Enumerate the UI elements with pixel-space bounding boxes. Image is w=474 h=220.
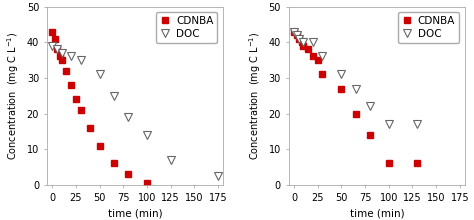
DOC xyxy=(310,41,316,44)
CDNBA xyxy=(291,30,297,33)
CDNBA xyxy=(52,37,58,40)
DOC xyxy=(386,123,392,126)
Line: DOC: DOC xyxy=(290,27,421,128)
Line: CDNBA: CDNBA xyxy=(49,29,150,186)
DOC xyxy=(125,116,131,118)
CDNBA xyxy=(301,44,306,47)
CDNBA xyxy=(144,182,150,184)
DOC xyxy=(353,87,358,90)
DOC xyxy=(68,55,74,58)
DOC xyxy=(54,48,60,51)
CDNBA xyxy=(97,144,102,147)
X-axis label: time (min): time (min) xyxy=(350,209,404,219)
DOC xyxy=(97,73,102,76)
CDNBA xyxy=(294,34,300,37)
DOC xyxy=(367,105,373,108)
CDNBA xyxy=(315,59,320,61)
X-axis label: time (min): time (min) xyxy=(108,209,162,219)
CDNBA xyxy=(414,162,420,165)
CDNBA xyxy=(299,41,304,44)
CDNBA xyxy=(338,87,344,90)
DOC xyxy=(78,59,83,61)
CDNBA xyxy=(73,98,79,101)
DOC xyxy=(168,159,173,161)
DOC xyxy=(301,41,306,44)
DOC xyxy=(338,73,344,76)
Legend: CDNBA, DOC: CDNBA, DOC xyxy=(156,12,218,43)
CDNBA xyxy=(353,112,358,115)
CDNBA xyxy=(125,173,131,175)
DOC xyxy=(414,123,420,126)
CDNBA xyxy=(57,55,63,58)
CDNBA xyxy=(305,48,311,51)
DOC xyxy=(215,175,221,177)
CDNBA xyxy=(367,134,373,136)
CDNBA xyxy=(319,73,325,76)
DOC xyxy=(291,30,297,33)
Line: CDNBA: CDNBA xyxy=(291,29,420,166)
CDNBA xyxy=(87,126,93,129)
DOC xyxy=(49,44,55,47)
DOC xyxy=(144,134,150,136)
CDNBA xyxy=(59,59,64,61)
CDNBA xyxy=(68,84,74,86)
Line: DOC: DOC xyxy=(48,42,222,180)
DOC xyxy=(111,94,117,97)
DOC xyxy=(59,52,64,54)
DOC xyxy=(319,55,325,58)
DOC xyxy=(296,37,301,40)
CDNBA xyxy=(49,30,55,33)
CDNBA xyxy=(54,48,60,51)
CDNBA xyxy=(78,109,83,111)
Y-axis label: Concentration  (mg C L$^{-1}$): Concentration (mg C L$^{-1}$) xyxy=(5,31,21,160)
CDNBA xyxy=(111,162,117,165)
Legend: CDNBA, DOC: CDNBA, DOC xyxy=(398,12,459,43)
CDNBA xyxy=(386,162,392,165)
Y-axis label: Concentration  (mg C L$^{-1}$): Concentration (mg C L$^{-1}$) xyxy=(247,31,263,160)
CDNBA xyxy=(310,55,316,58)
CDNBA xyxy=(64,70,69,72)
DOC xyxy=(294,34,300,37)
CDNBA xyxy=(296,37,301,40)
